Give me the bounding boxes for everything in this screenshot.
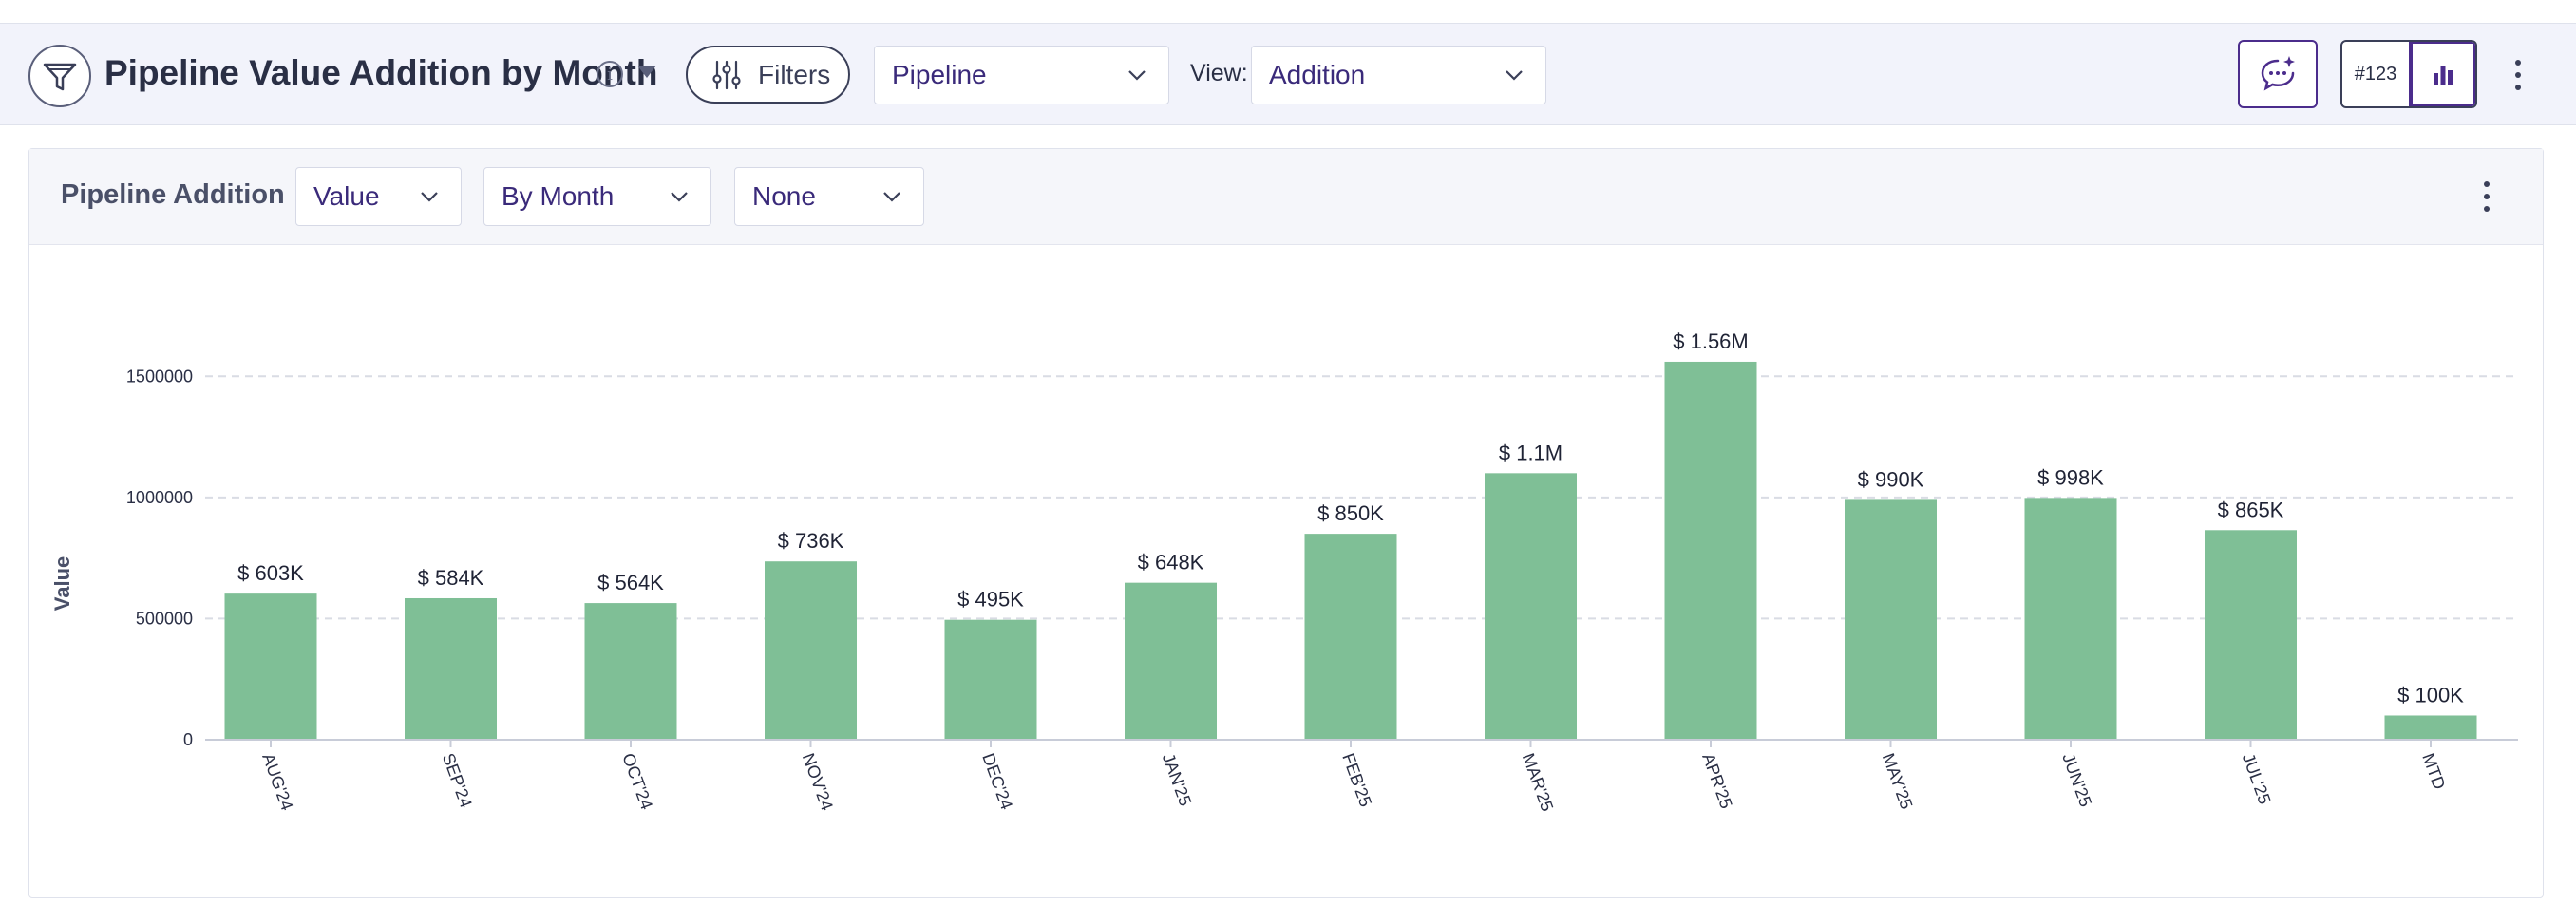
- bar[interactable]: [1304, 534, 1397, 740]
- bar[interactable]: [1664, 361, 1757, 740]
- chevron-down-icon: [421, 192, 438, 202]
- chart-card: Pipeline Addition Value By Month None $ …: [28, 148, 2544, 898]
- view-label: View:: [1190, 60, 1248, 86]
- pipeline-select[interactable]: Pipeline: [874, 46, 1169, 104]
- y-tick-label: 1500000: [126, 367, 193, 386]
- card-title: Pipeline Addition: [61, 179, 285, 210]
- card-more-menu-icon[interactable]: [2472, 178, 2501, 216]
- bar[interactable]: [584, 603, 677, 740]
- chevron-down-icon: [1128, 70, 1146, 81]
- bar-data-label: $ 1.56M: [1673, 330, 1749, 353]
- bar[interactable]: [1125, 582, 1217, 740]
- y-axis-label: Value: [50, 556, 74, 611]
- bar-data-label: $ 1.1M: [1499, 441, 1563, 464]
- x-tick-label: MAY'25: [1879, 751, 1917, 812]
- filters-label: Filters: [758, 59, 831, 89]
- view-select[interactable]: Addition: [1251, 46, 1546, 104]
- y-tick-label: 500000: [136, 609, 193, 628]
- y-tick-label: 1000000: [126, 488, 193, 507]
- header-more-menu-icon[interactable]: [2504, 56, 2532, 94]
- x-tick-label: OCT'24: [618, 751, 656, 813]
- x-tick-label: DEC'24: [978, 751, 1016, 813]
- x-tick-label: AUG'24: [258, 751, 296, 814]
- bar-data-label: $ 865K: [2218, 498, 2284, 521]
- group-select-value: None: [752, 181, 816, 211]
- filters-button[interactable]: Filters: [686, 46, 850, 104]
- bar[interactable]: [944, 619, 1037, 740]
- bar[interactable]: [224, 593, 317, 740]
- x-tick-label: APR'25: [1698, 751, 1735, 812]
- x-tick-label: JAN'25: [1159, 751, 1195, 809]
- ai-chat-button[interactable]: [2238, 40, 2318, 108]
- bar-chart: $ 603K $ 584K $ 564K $ 736K $ 495K $ 648K $ 85…: [50, 330, 2518, 814]
- chart-view-toggle[interactable]: [2409, 42, 2475, 106]
- x-tick-label: MTD: [2418, 751, 2449, 792]
- bar[interactable]: [2024, 498, 2117, 740]
- period-select[interactable]: By Month: [483, 167, 711, 226]
- bar-data-label: $ 736K: [778, 529, 844, 553]
- number-view-toggle[interactable]: #123: [2354, 63, 2397, 85]
- pipeline-select-value: Pipeline: [892, 60, 987, 89]
- report-header: Pipeline Value Addition by Month i Filte…: [0, 24, 2576, 125]
- chevron-down-icon: [1506, 70, 1523, 81]
- bar[interactable]: [765, 561, 857, 740]
- chevron-down-icon: [883, 192, 900, 202]
- bar-data-label: $ 648K: [1138, 551, 1204, 575]
- view-select-value: Addition: [1269, 60, 1366, 89]
- funnel-icon[interactable]: [28, 45, 91, 107]
- ai-chat-sparkle-icon: [2261, 56, 2295, 91]
- x-tick-label: NOV'24: [799, 751, 837, 814]
- bar-data-label: $ 584K: [418, 566, 484, 590]
- bar-data-label: $ 603K: [237, 561, 304, 585]
- bar-data-label: $ 998K: [2037, 465, 2104, 489]
- bar-data-label: $ 564K: [597, 571, 664, 594]
- page-title: Pipeline Value Addition by Month: [104, 53, 658, 92]
- card-header: Pipeline Addition Value By Month None: [29, 149, 2543, 245]
- bar-chart-icon: [2434, 66, 2453, 85]
- bar-data-label: $ 850K: [1317, 501, 1384, 525]
- top-divider: [0, 23, 2576, 24]
- y-tick-label: 0: [183, 730, 193, 749]
- title-dropdown-caret-icon[interactable]: [637, 66, 656, 78]
- measure-select-value: Value: [313, 181, 380, 211]
- bar[interactable]: [2205, 530, 2297, 740]
- bar[interactable]: [2384, 715, 2477, 740]
- x-tick-label: FEB'25: [1338, 751, 1375, 810]
- x-tick-label: SEP'24: [439, 751, 476, 811]
- x-tick-label: JUL'25: [2239, 751, 2275, 807]
- group-select[interactable]: None: [734, 167, 924, 226]
- bar[interactable]: [1845, 499, 1937, 740]
- period-select-value: By Month: [502, 181, 615, 211]
- bar-data-label: $ 100K: [2397, 683, 2464, 706]
- chevron-down-icon: [671, 192, 688, 202]
- info-icon[interactable]: i: [597, 61, 623, 87]
- x-tick-label: MAR'25: [1519, 751, 1558, 814]
- x-tick-label: JUN'25: [2058, 751, 2095, 810]
- bar-data-label: $ 495K: [957, 588, 1024, 612]
- measure-select[interactable]: Value: [295, 167, 462, 226]
- bar-data-label: $ 990K: [1858, 467, 1924, 491]
- bar[interactable]: [1485, 473, 1577, 740]
- display-toggle: #123: [2340, 40, 2477, 108]
- bar[interactable]: [405, 597, 497, 740]
- sliders-icon: [712, 60, 741, 89]
